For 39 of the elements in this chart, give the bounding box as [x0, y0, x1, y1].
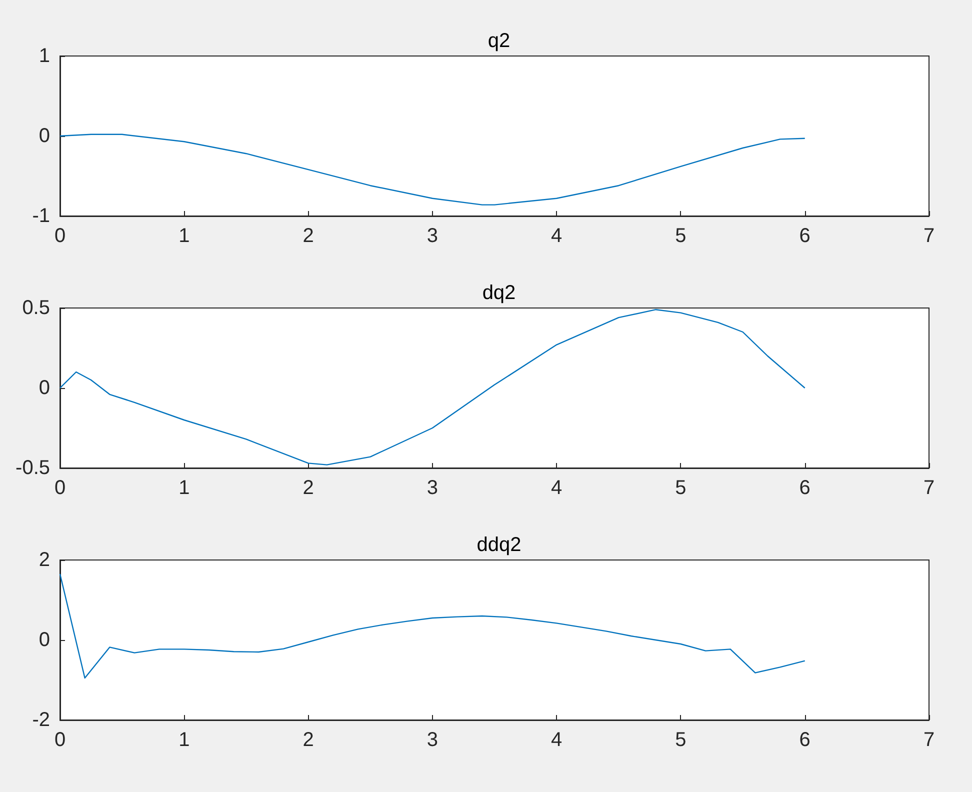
line-series — [59, 134, 806, 206]
y-tick-label: -1 — [32, 205, 50, 227]
line-series — [59, 309, 806, 466]
x-tick-label: 2 — [302, 225, 314, 247]
x-tick-label: 4 — [551, 225, 562, 247]
y-tick-label: 0 — [38, 629, 50, 651]
x-tick-label: 0 — [54, 477, 66, 499]
y-tick-label: 2 — [38, 549, 50, 571]
x-tick-label: 0 — [54, 225, 66, 247]
x-tick-label: 7 — [923, 729, 935, 751]
y-tick-label: -2 — [32, 709, 50, 731]
x-tick-label: 7 — [923, 477, 935, 499]
x-tick-label: 3 — [426, 729, 438, 751]
y-tick-label: 0 — [38, 125, 50, 147]
x-tick-label: 4 — [551, 477, 562, 499]
x-tick-label: 1 — [178, 225, 190, 247]
y-tick-label: 0 — [38, 377, 50, 399]
x-tick-label: 5 — [675, 477, 686, 499]
x-tick-label: 3 — [426, 477, 438, 499]
x-tick-label: 7 — [923, 225, 935, 247]
x-tick-label: 1 — [178, 729, 190, 751]
line-series — [59, 573, 806, 679]
x-tick-label: 6 — [799, 729, 810, 751]
x-tick-label: 1 — [178, 477, 190, 499]
x-tick-label: 2 — [302, 729, 314, 751]
x-tick-label: 6 — [799, 477, 810, 499]
x-tick-label: 0 — [54, 729, 66, 751]
x-tick-label: 5 — [675, 225, 686, 247]
chart-title: q2 — [488, 30, 510, 52]
x-tick-label: 4 — [551, 729, 562, 751]
x-tick-label: 2 — [302, 477, 314, 499]
y-tick-label: -0.5 — [16, 457, 50, 479]
y-tick-label: 0.5 — [22, 297, 50, 319]
chart-title: ddq2 — [476, 534, 522, 556]
x-tick-label: 6 — [799, 225, 810, 247]
x-tick-label: 5 — [675, 729, 686, 751]
y-tick-label: 1 — [38, 45, 50, 67]
x-tick-label: 3 — [426, 225, 438, 247]
chart-title: dq2 — [482, 282, 516, 304]
